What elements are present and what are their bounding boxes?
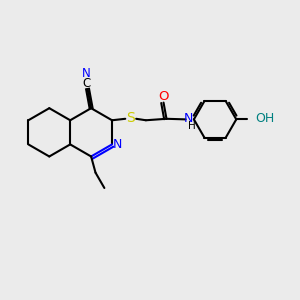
Text: S: S — [126, 111, 135, 125]
Text: O: O — [158, 90, 169, 103]
Text: N: N — [82, 67, 91, 80]
Text: OH: OH — [255, 112, 275, 125]
Text: N: N — [112, 138, 122, 151]
Text: N: N — [183, 112, 193, 125]
Text: C: C — [82, 77, 90, 90]
Text: H: H — [188, 121, 196, 131]
